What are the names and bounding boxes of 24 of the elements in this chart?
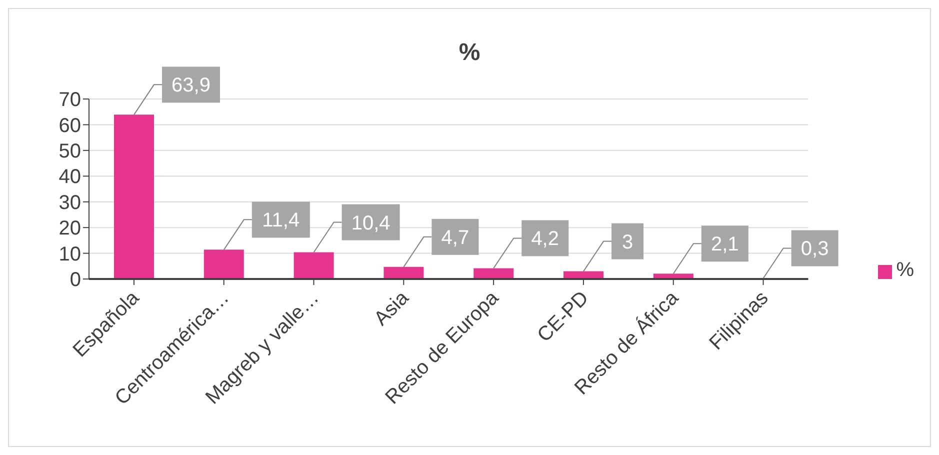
data-label: 4,7 bbox=[441, 226, 470, 249]
y-tick-label: 0 bbox=[70, 269, 81, 292]
y-tick-label: 50 bbox=[58, 140, 81, 163]
y-tick-label: 10 bbox=[58, 243, 81, 266]
y-tick-label: 60 bbox=[58, 114, 81, 137]
legend-label: % bbox=[896, 259, 914, 281]
bar bbox=[294, 252, 334, 279]
y-tick-label: 20 bbox=[58, 218, 81, 240]
data-label: 2,1 bbox=[710, 234, 739, 256]
bar bbox=[474, 268, 514, 279]
data-label: 4,2 bbox=[531, 228, 560, 250]
data-label: 10,4 bbox=[351, 212, 390, 234]
data-label: 0,3 bbox=[800, 238, 829, 260]
y-tick-label: 40 bbox=[58, 166, 81, 188]
data-label: 3 bbox=[622, 231, 634, 254]
y-tick-label: 30 bbox=[58, 192, 81, 214]
bar bbox=[384, 266, 424, 279]
bar bbox=[114, 114, 154, 279]
data-label: 11,4 bbox=[262, 210, 300, 232]
chart-title: % bbox=[458, 39, 482, 67]
data-label: 63,9 bbox=[172, 74, 210, 97]
y-tick-label: 70 bbox=[58, 89, 81, 112]
bar bbox=[204, 250, 244, 279]
x-tick-label: Asia bbox=[370, 286, 414, 330]
